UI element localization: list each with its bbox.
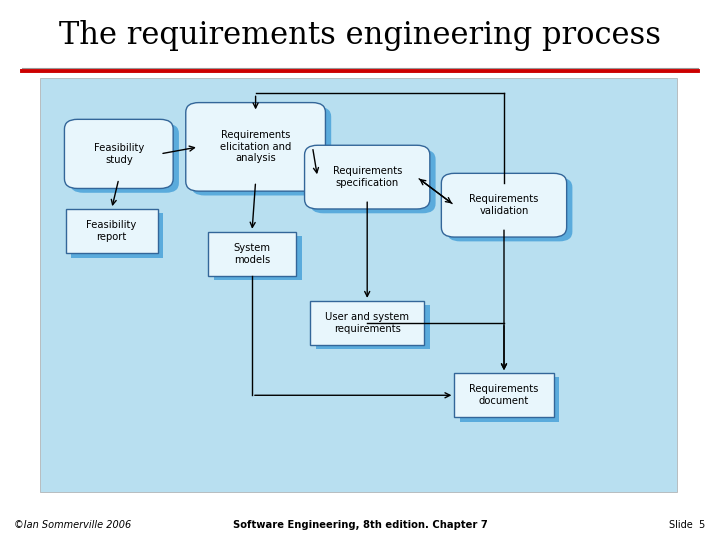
FancyBboxPatch shape: [186, 103, 325, 191]
Text: Feasibility
report: Feasibility report: [86, 220, 137, 242]
FancyBboxPatch shape: [71, 124, 179, 193]
Text: Requirements
validation: Requirements validation: [469, 194, 539, 216]
Text: System
models: System models: [233, 243, 271, 265]
FancyBboxPatch shape: [305, 145, 430, 209]
FancyBboxPatch shape: [192, 107, 331, 195]
Text: ©Ian Sommerville 2006: ©Ian Sommerville 2006: [14, 520, 132, 530]
Text: The requirements engineering process: The requirements engineering process: [59, 19, 661, 51]
Text: Slide  5: Slide 5: [670, 520, 706, 530]
FancyBboxPatch shape: [66, 209, 158, 253]
FancyBboxPatch shape: [447, 178, 572, 241]
FancyBboxPatch shape: [65, 119, 173, 188]
FancyBboxPatch shape: [214, 236, 302, 280]
FancyBboxPatch shape: [454, 373, 554, 417]
Text: Feasibility
study: Feasibility study: [94, 143, 144, 165]
Text: User and system
requirements: User and system requirements: [325, 312, 409, 334]
FancyBboxPatch shape: [441, 173, 567, 237]
FancyBboxPatch shape: [310, 301, 424, 345]
FancyBboxPatch shape: [460, 377, 559, 422]
Text: Requirements
elicitation and
analysis: Requirements elicitation and analysis: [220, 130, 292, 164]
FancyBboxPatch shape: [71, 213, 163, 258]
Text: Requirements
specification: Requirements specification: [333, 166, 402, 188]
FancyBboxPatch shape: [316, 305, 430, 349]
Text: Requirements
document: Requirements document: [469, 384, 539, 406]
Text: Software Engineering, 8th edition. Chapter 7: Software Engineering, 8th edition. Chapt…: [233, 520, 487, 530]
FancyBboxPatch shape: [208, 232, 296, 276]
FancyBboxPatch shape: [40, 78, 677, 492]
FancyBboxPatch shape: [310, 150, 436, 213]
